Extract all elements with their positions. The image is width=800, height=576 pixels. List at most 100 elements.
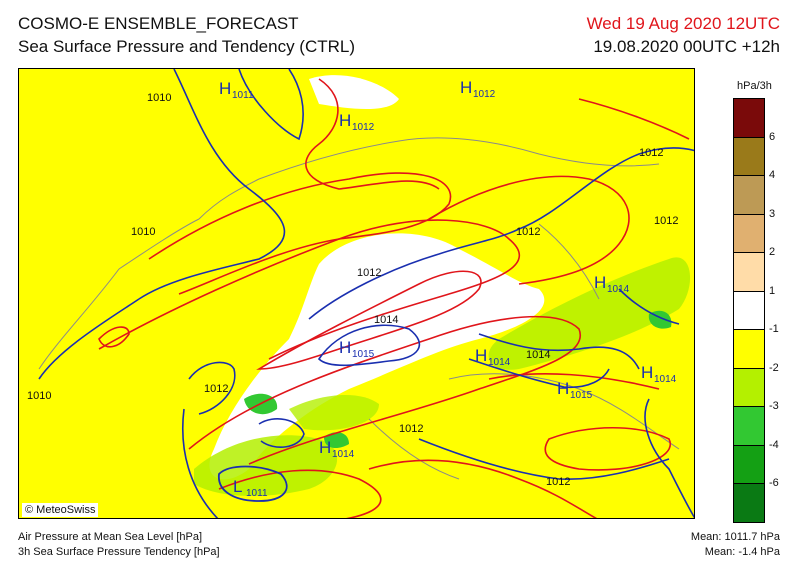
border-line-6 [538, 223, 600, 300]
isobar-label: 1012 [516, 226, 540, 238]
svg-text:1011: 1011 [246, 488, 268, 499]
svg-text:H: H [460, 78, 472, 97]
isobar-label: 1012 [546, 476, 570, 488]
legend-tick-label: 1 [769, 284, 776, 297]
isobar-label: 1010 [131, 226, 155, 238]
forecast-map: 1010 1010 1010 1012 1012 1012 1012 1014 … [18, 68, 695, 519]
isobar-blue-8 [478, 333, 640, 370]
red-contour-9 [544, 426, 672, 471]
svg-text:H: H [219, 79, 231, 98]
red-contour-6 [428, 175, 630, 285]
svg-text:1012: 1012 [352, 122, 375, 133]
legend-swatch [733, 483, 765, 523]
isobar-label: 1012 [357, 267, 381, 279]
legend-swatch [733, 444, 765, 484]
pressure-center-high: H 1012 [339, 111, 375, 133]
border-line-2 [198, 178, 260, 220]
svg-text:1014: 1014 [332, 449, 355, 460]
tendency-field-lightgreen-south [194, 435, 338, 496]
isobar-blue-6 [188, 361, 236, 415]
legend-tick-label: -3 [769, 400, 779, 412]
svg-text:L: L [233, 477, 242, 496]
isobar-blue-10 [218, 465, 288, 502]
isobar-blue-7 [181, 408, 219, 518]
red-contour-2 [148, 172, 452, 295]
isobar-blue-12 [418, 438, 670, 481]
legend-tick-label: 2 [769, 246, 776, 258]
svg-text:H: H [319, 438, 331, 457]
svg-text:1014: 1014 [654, 374, 677, 385]
svg-text:H: H [641, 363, 653, 382]
mean-tendency: Mean: -1.4 hPa [704, 546, 780, 558]
pressure-center-high: H 1011 [219, 79, 254, 101]
red-contour-11 [218, 469, 382, 518]
isobar-label: 1014 [526, 349, 550, 361]
legend-tick-label: -4 [769, 438, 779, 451]
valid-time: Wed 19 Aug 2020 12UTC [586, 14, 780, 33]
tendency-field-lightgreen-east [488, 257, 691, 370]
map-canvas: 1010 1010 1010 1012 1012 1012 1012 1014 … [19, 69, 694, 518]
red-contour-3 [98, 219, 521, 360]
svg-text:1012: 1012 [473, 89, 496, 100]
legend-swatch [733, 175, 765, 215]
border-line-5 [368, 418, 460, 480]
red-contour-8 [488, 372, 660, 390]
isobar-blue-11 [258, 418, 305, 448]
pressure-center-low: L 1011 [233, 477, 268, 499]
svg-text:H: H [339, 338, 351, 357]
chart-title: COSMO-E ENSEMBLE_FORECAST [18, 14, 299, 33]
svg-text:H: H [594, 273, 606, 292]
border-line-3 [118, 218, 200, 270]
pressure-center-high: H 1014 [475, 346, 511, 368]
red-contour-1 [305, 78, 440, 190]
pressure-center-high: H 1012 [460, 78, 496, 100]
border-line-4 [448, 373, 680, 450]
legend-swatch [733, 136, 765, 176]
isobar-blue-1 [138, 69, 286, 300]
legend-tick-label: 4 [769, 169, 776, 181]
svg-text:1011: 1011 [232, 90, 254, 101]
pressure-center-high: H 1015 [339, 338, 375, 360]
legend-swatch [733, 213, 765, 253]
legend-swatch [733, 329, 765, 369]
isobar-blue-9 [468, 358, 610, 389]
svg-text:1014: 1014 [488, 357, 511, 368]
svg-text:H: H [557, 379, 569, 398]
field-description-tendency: 3h Sea Surface Pressure Tendency [hPa] [18, 546, 220, 558]
legend-swatch [733, 98, 765, 138]
legend-tick-label: -2 [769, 361, 779, 374]
red-contour-5 [188, 315, 582, 465]
isobar-blue-3 [38, 298, 140, 380]
legend-unit: hPa/3h [737, 80, 772, 92]
tendency-field-green-2 [324, 432, 349, 449]
border-line-7 [38, 268, 120, 370]
mean-pressure: Mean: 1011.7 hPa [690, 531, 780, 543]
legend-tick-label: -6 [769, 477, 779, 489]
pressure-center-high: H 1014 [319, 438, 355, 460]
copyright-notice: © MeteoSwiss [22, 503, 99, 517]
pressure-center-high: H 1015 [557, 379, 593, 401]
svg-text:H: H [475, 346, 487, 365]
legend-tick-label: 3 [769, 207, 776, 220]
isobar-label: 1010 [147, 92, 171, 104]
svg-text:1015: 1015 [352, 349, 375, 360]
pressure-center-high: H 1014 [594, 273, 630, 295]
border-line-1 [258, 137, 660, 180]
isobar-label: 1014 [374, 314, 398, 326]
isobar-label: 1012 [654, 215, 678, 227]
field-description-pressure: Air Pressure at Mean Sea Level [hPa] [18, 531, 203, 543]
red-contour-7 [578, 98, 690, 140]
isobar-label: 1010 [27, 390, 51, 402]
red-contour-10 [98, 326, 130, 348]
chart-subtitle: Sea Surface Pressure and Tendency (CTRL) [18, 37, 356, 56]
isobar-blue-5 [317, 324, 421, 367]
tendency-field-white-north [309, 75, 399, 109]
legend-swatch [733, 252, 765, 292]
legend-swatch [733, 406, 765, 446]
isobar-label: 1012 [204, 383, 228, 395]
legend-swatch [733, 290, 765, 330]
isobar-label: 1012 [399, 423, 423, 435]
run-time: 19.08.2020 00UTC +12h [593, 37, 780, 56]
pressure-center-high: H 1014 [641, 363, 677, 385]
isobar-label: 1012 [639, 147, 663, 159]
